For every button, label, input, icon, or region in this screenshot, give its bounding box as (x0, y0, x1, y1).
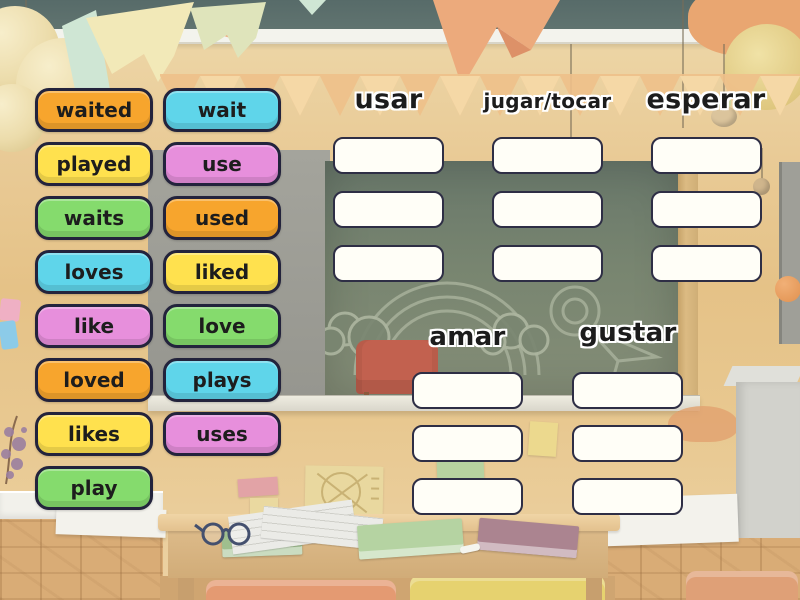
word-tile-love[interactable]: love (163, 304, 281, 348)
word-tile-liked[interactable]: liked (163, 250, 281, 294)
word-tile-wait[interactable]: wait (163, 88, 281, 132)
chair-orange (206, 580, 396, 600)
word-tile-play[interactable]: play (35, 466, 153, 510)
word-tile-loves[interactable]: loves (35, 250, 153, 294)
word-tile-use[interactable]: use (163, 142, 281, 186)
drop-slot-gustar-2[interactable] (572, 425, 683, 462)
chalk-cloud (518, 324, 550, 356)
hanging-bead (711, 106, 737, 127)
chair-orange-right (686, 571, 798, 600)
drop-slot-amar-1[interactable] (412, 372, 523, 409)
sticky-note-yellow (527, 421, 559, 457)
drop-slot-usar-3[interactable] (333, 245, 444, 282)
drop-slot-esperar-1[interactable] (651, 137, 762, 174)
pennant-yellow (86, 2, 194, 82)
hanging-string (682, 0, 684, 128)
group-header-amar: amar (429, 322, 506, 352)
word-tile-waited[interactable]: waited (35, 88, 153, 132)
group-header-esperar: esperar (646, 84, 766, 115)
word-tile-likes[interactable]: likes (35, 412, 153, 456)
corner-cabinet (736, 382, 800, 546)
drop-slot-amar-3[interactable] (412, 478, 523, 515)
berry-branch (1, 415, 27, 485)
word-tile-uses[interactable]: uses (163, 412, 281, 456)
group-header-usar: usar (354, 84, 423, 115)
wall-decor-blue (0, 319, 19, 351)
pennant-flags (62, 0, 560, 104)
orange-ball (775, 276, 800, 302)
pennant-salmon-large (433, 0, 560, 87)
chalk-circle (561, 297, 589, 325)
drop-slot-esperar-3[interactable] (651, 245, 762, 282)
group-header-gustar: gustar (579, 318, 677, 348)
chalk-cloud (316, 326, 346, 356)
chalk-cloud (479, 328, 507, 356)
bunting-teeth-light (200, 76, 800, 116)
drop-slot-esperar-2[interactable] (651, 191, 762, 228)
chair-yellow (410, 575, 605, 600)
word-tile-plays[interactable]: plays (163, 358, 281, 402)
pennant-mint-tip (299, 0, 326, 15)
word-tile-used[interactable]: used (163, 196, 281, 240)
word-tile-loved[interactable]: loved (35, 358, 153, 402)
hanging-string (570, 44, 572, 170)
drop-slot-jugar-tocar-1[interactable] (492, 137, 603, 174)
pennant-sage (190, 2, 266, 58)
desk-leg (178, 578, 194, 600)
drop-slot-jugar-tocar-2[interactable] (492, 191, 603, 228)
drop-slot-gustar-3[interactable] (572, 478, 683, 515)
step-stool (55, 506, 167, 538)
drop-slot-jugar-tocar-3[interactable] (492, 245, 603, 282)
desk-leg (586, 578, 602, 600)
drop-slot-gustar-1[interactable] (572, 372, 683, 409)
word-tile-played[interactable]: played (35, 142, 153, 186)
word-tile-waits[interactable]: waits (35, 196, 153, 240)
bunting-banner (160, 74, 800, 116)
word-tile-like[interactable]: like (35, 304, 153, 348)
hanging-string (761, 148, 763, 180)
side-cabinet (779, 162, 800, 344)
hanging-bead (753, 178, 770, 195)
drop-slot-amar-2[interactable] (412, 425, 523, 462)
pink-note (237, 476, 279, 498)
group-header-jugar-tocar: jugar/tocar (483, 89, 612, 113)
glasses (194, 522, 251, 546)
drop-slot-usar-2[interactable] (333, 191, 444, 228)
pennant-fold (497, 27, 531, 58)
wall-decor-pink (0, 298, 22, 322)
chalk-circle (549, 285, 601, 337)
drop-slot-usar-1[interactable] (333, 137, 444, 174)
